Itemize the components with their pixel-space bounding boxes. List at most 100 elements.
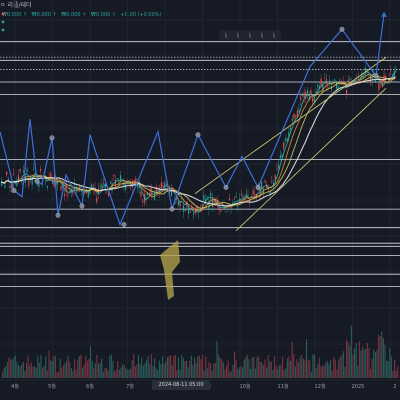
volume-bar xyxy=(176,370,177,378)
candle-body xyxy=(220,210,221,211)
volume-bar xyxy=(386,361,387,378)
volume-bar xyxy=(327,361,328,378)
volume-bar xyxy=(7,362,8,378)
candle-body xyxy=(13,174,14,175)
volume-bar xyxy=(352,355,353,378)
volume-bar xyxy=(18,365,19,378)
volume-bar xyxy=(189,361,190,378)
volume-bar xyxy=(93,368,94,378)
volume-bar xyxy=(194,358,195,378)
volume-bar xyxy=(357,366,358,378)
candle-body xyxy=(101,184,102,187)
volume-bar xyxy=(52,361,53,378)
candle-body xyxy=(183,205,184,211)
candle-body xyxy=(67,195,68,196)
volume-bar xyxy=(154,359,155,378)
volume-bar xyxy=(340,357,341,378)
volume-bar xyxy=(124,365,125,378)
volume-bar xyxy=(220,358,221,378)
volume-bar xyxy=(180,370,181,378)
candle-body xyxy=(113,175,114,176)
volume-bar xyxy=(293,354,294,378)
volume-bar xyxy=(372,359,373,378)
moving-average-line xyxy=(1,76,395,208)
volume-bar xyxy=(351,326,352,378)
candle-body xyxy=(137,184,138,187)
candle-body xyxy=(6,172,7,175)
candle-body xyxy=(84,192,85,194)
volume-bar xyxy=(196,363,197,378)
volume-bar xyxy=(268,355,269,378)
volume-bar xyxy=(282,357,283,378)
volume-bar xyxy=(106,368,107,378)
candle-body xyxy=(210,193,211,196)
projection-marker xyxy=(196,133,200,137)
volume-bar xyxy=(159,361,160,378)
candle-body xyxy=(185,210,186,211)
volume-bar xyxy=(165,361,166,378)
volume-bar xyxy=(397,366,398,378)
candle-body xyxy=(339,81,340,82)
volume-bar xyxy=(101,358,102,378)
volume-bar xyxy=(138,355,139,378)
volume-bar xyxy=(24,371,25,378)
volume-bar xyxy=(98,364,99,378)
volume-bar xyxy=(221,359,222,378)
volume-bar xyxy=(338,361,339,378)
drawing-toolbar[interactable]: ⌇ ⌇ ⌇ ⌇ ⌇ xyxy=(219,30,281,40)
volume-bar xyxy=(120,368,121,378)
volume-bar xyxy=(322,366,323,378)
projection-marker xyxy=(256,185,260,189)
volume-bar xyxy=(132,360,133,378)
volume-bar xyxy=(152,366,153,378)
volume-bar xyxy=(60,359,61,378)
volume-bar xyxy=(391,357,392,378)
volume-bar xyxy=(247,355,248,378)
candle-body xyxy=(310,90,311,94)
volume-bar xyxy=(231,371,232,378)
candle-body xyxy=(78,191,79,192)
price-candles xyxy=(1,64,397,219)
x-tick-label: 2 xyxy=(393,384,396,390)
volume-bar xyxy=(21,364,22,378)
volume-bar xyxy=(103,372,104,378)
projection-line xyxy=(0,14,384,225)
x-tick-label: 11월 xyxy=(278,383,289,390)
volume-bar xyxy=(296,359,297,378)
candle-body xyxy=(40,169,41,171)
volume-bar xyxy=(72,371,73,378)
volume-bar xyxy=(204,371,205,378)
candle-body xyxy=(27,168,28,171)
volume-bar xyxy=(295,366,296,378)
volume-bar xyxy=(234,352,235,378)
volume-bar xyxy=(68,356,69,378)
volume-bar xyxy=(200,359,201,378)
candle-body xyxy=(33,169,34,170)
volume-bar xyxy=(252,357,253,378)
volume-bar xyxy=(223,362,224,378)
volume-bar xyxy=(328,364,329,378)
volume-bar xyxy=(354,348,355,378)
volume-bar xyxy=(162,356,163,378)
volume-bar xyxy=(333,357,334,378)
projection-marker xyxy=(122,222,126,226)
volume-bar xyxy=(178,357,179,378)
volume-bar xyxy=(56,372,57,378)
candle-body xyxy=(300,97,301,100)
candle-body xyxy=(324,78,325,79)
volume-bar xyxy=(12,360,13,378)
volume-bar xyxy=(79,356,80,378)
volume-bar xyxy=(276,366,277,378)
volume-bar xyxy=(202,355,203,378)
candle-body xyxy=(103,183,104,184)
volume-bar xyxy=(298,362,299,378)
volume-bar xyxy=(301,355,302,378)
x-tick-label: 12월 xyxy=(315,383,326,390)
candle-body xyxy=(302,93,303,96)
projection-path[interactable] xyxy=(0,12,387,227)
candle-body xyxy=(341,84,342,85)
volume-bar xyxy=(144,363,145,378)
volume-bar xyxy=(85,356,86,378)
volume-bar xyxy=(90,346,91,378)
